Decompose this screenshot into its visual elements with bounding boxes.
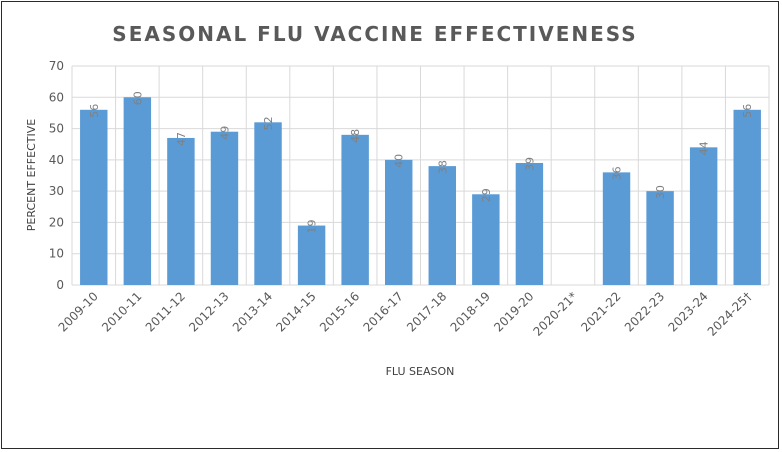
x-tick-label: 2015-16: [317, 289, 362, 334]
bar-2023-24: [689, 147, 718, 285]
x-tick-label: 2021-22: [578, 289, 623, 334]
data-label: 44: [698, 141, 711, 155]
data-label: 56: [741, 104, 754, 118]
x-tick-label: 2019-20: [491, 289, 536, 334]
bar-2024-25†: [733, 109, 761, 285]
bar-2012-13: [210, 131, 239, 285]
data-label: 47: [175, 132, 188, 146]
x-tick-label: 2024-25†: [705, 289, 755, 339]
y-axis-title: PERCENT EFFECTIVE: [25, 119, 38, 231]
bar-2016-17: [384, 159, 413, 285]
data-label: 56: [88, 104, 101, 118]
x-axis-title: FLU SEASON: [386, 365, 455, 378]
bar-2010-11: [123, 97, 152, 286]
bar-2019-20: [515, 162, 544, 285]
y-tick-label: 10: [49, 247, 64, 261]
x-tick-label: 2020-21*: [530, 289, 580, 339]
x-tick-label: 2010-11: [99, 289, 144, 334]
data-label: 49: [218, 126, 231, 140]
y-tick-label: 30: [49, 184, 64, 198]
bar-2018-19: [472, 194, 500, 285]
y-tick-label: 60: [49, 90, 64, 104]
x-tick-label: 2011-12: [143, 289, 188, 334]
y-tick-label: 0: [56, 278, 64, 292]
y-tick-label: 40: [49, 153, 64, 167]
data-label: 60: [131, 91, 144, 105]
data-label: 48: [349, 129, 362, 143]
bar-2015-16: [341, 134, 369, 285]
bar-2009-10: [80, 109, 108, 285]
bar-2014-15: [297, 225, 326, 285]
data-label: 40: [393, 154, 406, 168]
x-tick-label: 2009-10: [56, 289, 101, 334]
y-tick-label: 50: [49, 122, 64, 136]
x-axis-ticks: 2009-102010-112011-122012-132013-142014-…: [56, 289, 755, 339]
y-tick-label: 70: [49, 59, 64, 73]
y-axis-ticks: 0 10 20 30 40 50 60 70: [49, 59, 64, 292]
x-tick-label: 2017-18: [404, 289, 449, 334]
x-tick-label: 2012-13: [186, 289, 231, 334]
data-label: 52: [262, 116, 275, 130]
chart-title: SEASONAL FLU VACCINE EFFECTIVENESS: [112, 22, 637, 46]
bar-2013-14: [254, 122, 282, 285]
data-label: 29: [480, 188, 493, 202]
x-tick-label: 2016-17: [360, 289, 405, 334]
data-label: 19: [306, 220, 319, 234]
y-tick-label: 20: [49, 215, 64, 229]
bar-2022-23: [646, 191, 674, 285]
data-label: 30: [654, 185, 667, 199]
x-tick-label: 2014-15: [273, 289, 318, 334]
bar-2021-22: [602, 172, 631, 285]
bar-2011-12: [167, 137, 195, 285]
bars: 56 60 47 49 52 19 48 40 38 29 39 36 30 44 56: [80, 91, 761, 286]
x-tick-label: 2018-19: [448, 289, 493, 334]
data-label: 38: [436, 160, 449, 174]
grid-lines: [71, 65, 770, 286]
bar-2017-18: [428, 166, 457, 285]
data-label: 36: [611, 166, 624, 180]
data-label: 39: [523, 157, 536, 171]
x-tick-label: 2022-23: [622, 289, 667, 334]
x-tick-label: 2023-24: [665, 289, 710, 334]
x-tick-label: 2013-14: [230, 289, 275, 334]
